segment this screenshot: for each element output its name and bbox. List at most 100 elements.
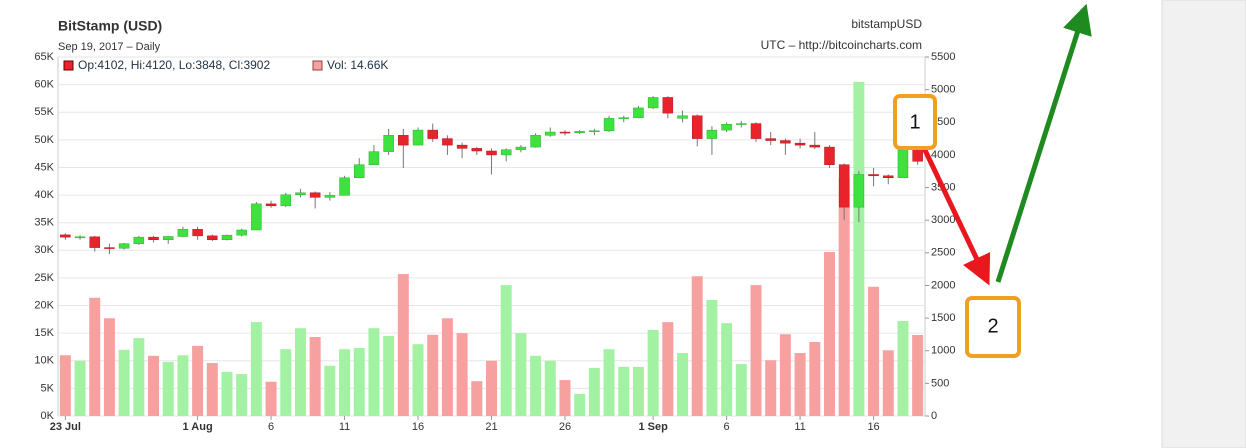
volume-bar bbox=[750, 285, 762, 416]
volume-bar bbox=[618, 366, 630, 416]
y-tick-label: 30K bbox=[34, 244, 54, 256]
candle-body bbox=[148, 236, 159, 241]
candle-body bbox=[780, 140, 791, 144]
x-tick-label: 11 bbox=[794, 421, 805, 433]
volume-bar bbox=[559, 380, 571, 416]
volume-bar bbox=[162, 361, 174, 416]
volume-bar bbox=[74, 360, 86, 416]
volume-bar bbox=[456, 333, 468, 416]
candle-body bbox=[383, 135, 394, 152]
annotation-box bbox=[965, 296, 1021, 358]
x-tick-label: 1 Sep bbox=[638, 421, 668, 433]
candle-body bbox=[427, 129, 438, 139]
y-tick-label: 20K bbox=[34, 299, 54, 311]
candle-body bbox=[824, 146, 835, 165]
volume-bar bbox=[588, 367, 600, 416]
candle-body bbox=[633, 107, 644, 118]
volume-bar bbox=[265, 381, 277, 416]
volume-bar bbox=[59, 355, 71, 416]
x-tick-label: 6 bbox=[268, 421, 274, 433]
y-tick-label: 65K bbox=[34, 51, 54, 63]
candle-body bbox=[515, 146, 527, 150]
chart-subtitle: Sep 19, 2017 – Daily bbox=[58, 41, 161, 53]
volume-bar bbox=[779, 334, 791, 416]
volume-bar bbox=[397, 274, 409, 416]
volume-bar bbox=[912, 335, 924, 416]
volume-bar bbox=[236, 374, 248, 416]
y-tick-label: 40K bbox=[34, 189, 54, 201]
candle-body bbox=[545, 131, 556, 136]
volume-bar bbox=[632, 366, 644, 416]
y-tick-label: 10K bbox=[34, 355, 54, 367]
volume-bar bbox=[735, 364, 747, 416]
candle-body bbox=[589, 130, 600, 133]
volume-bar bbox=[500, 285, 512, 416]
candle-body bbox=[691, 115, 703, 139]
volume-bar bbox=[706, 300, 718, 416]
candle-body bbox=[500, 149, 512, 156]
candle-body bbox=[236, 229, 247, 236]
volume-bar bbox=[339, 349, 351, 416]
volume-bar bbox=[206, 362, 218, 416]
y-tick-label: 60K bbox=[34, 79, 54, 91]
candle-body bbox=[677, 115, 688, 119]
volume-bar bbox=[368, 328, 380, 416]
side-panel bbox=[1161, 0, 1246, 448]
volume-bar bbox=[662, 322, 674, 416]
y-tick-label: 35K bbox=[34, 217, 54, 229]
candle-body bbox=[89, 236, 100, 248]
volume-bar bbox=[853, 81, 865, 416]
candle-body bbox=[897, 148, 909, 179]
volume-bar bbox=[353, 348, 365, 416]
candle-body bbox=[794, 142, 806, 146]
volume-bar bbox=[544, 360, 556, 416]
candle-body bbox=[398, 135, 409, 146]
candle-body bbox=[221, 234, 233, 241]
volume-bar bbox=[838, 178, 850, 416]
volume-bar bbox=[603, 349, 615, 416]
plot: 0K 5K 10K 15K 20K 25K 30K 35K 40K 45K 50K 55K 60K 65K… bbox=[34, 51, 955, 433]
annotation-label: 2 bbox=[987, 315, 998, 337]
candle-body bbox=[207, 235, 218, 241]
candle-body bbox=[809, 144, 821, 148]
x-tick-label: 1 Aug bbox=[183, 421, 213, 433]
volume-bar bbox=[823, 251, 835, 416]
x-tick-label: 16 bbox=[867, 421, 879, 433]
candle-body bbox=[353, 164, 365, 179]
volume-bar bbox=[294, 328, 306, 416]
candle-body bbox=[162, 236, 174, 241]
volume-bar bbox=[250, 322, 262, 416]
volume-bar bbox=[383, 335, 395, 416]
candle-body bbox=[368, 151, 380, 165]
volume-bar bbox=[486, 360, 497, 416]
volume-bar bbox=[677, 353, 689, 416]
red-arrow bbox=[921, 146, 991, 286]
legend-swatch bbox=[312, 60, 323, 71]
annotation-label: 1 bbox=[909, 111, 920, 133]
y2-tick-label: 4500 bbox=[931, 116, 955, 128]
candle-body bbox=[530, 135, 541, 148]
y2-tick-label: 2500 bbox=[931, 247, 955, 259]
volume-bar bbox=[574, 393, 586, 416]
volume-bar bbox=[221, 371, 233, 416]
volume-bar bbox=[177, 355, 189, 416]
volume-bar bbox=[118, 349, 130, 416]
x-tick-label: 11 bbox=[339, 421, 350, 433]
y2-tick-label: 5000 bbox=[931, 84, 955, 96]
candle-body bbox=[60, 234, 71, 238]
candle-body bbox=[280, 194, 292, 207]
annotation-box bbox=[893, 94, 937, 150]
candle-body bbox=[192, 229, 203, 237]
chart-title: BitStamp (USD) bbox=[58, 18, 162, 34]
x-tick-label: 26 bbox=[559, 421, 571, 433]
y-tick-label: 0K bbox=[41, 410, 55, 422]
x-tick-label: 6 bbox=[724, 421, 730, 433]
legend-volume: Vol: 14.66K bbox=[327, 58, 388, 72]
candle-body bbox=[883, 175, 894, 179]
y2-tick-label: 500 bbox=[931, 377, 949, 389]
legend-price: Op:4102, Hi:4120, Lo:3848, Cl:3902 bbox=[78, 58, 270, 72]
volume-bar bbox=[691, 276, 703, 416]
candle-body bbox=[471, 148, 483, 152]
